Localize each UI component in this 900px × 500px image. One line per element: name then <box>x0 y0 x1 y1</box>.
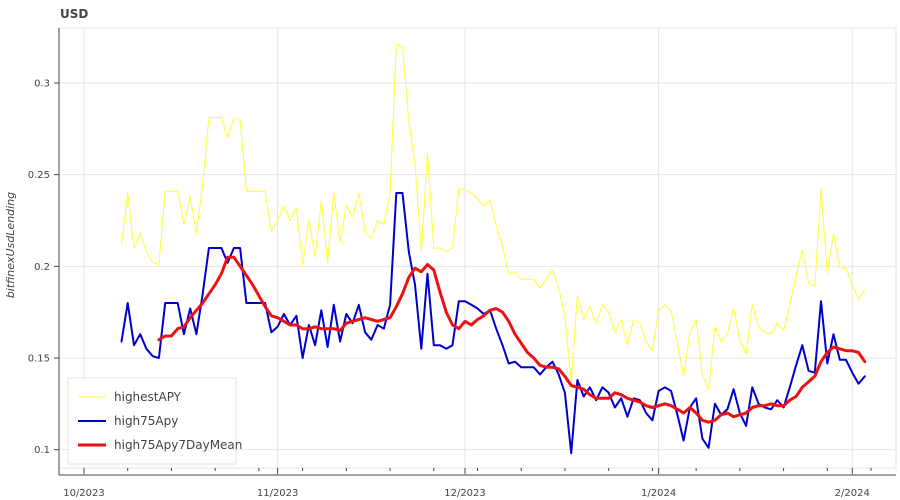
series-line-high75Apy7DayMean <box>157 255 867 424</box>
legend-label-highestAPY: highestAPY <box>114 390 182 404</box>
legend: highestAPY high75Apy high75Apy7DayMean <box>67 377 242 465</box>
y-tick-label: 0.15 <box>28 354 50 365</box>
x-tick-label: 10/2023 <box>63 488 105 499</box>
series-line-highestAPY <box>121 44 866 390</box>
chart-title: USD <box>60 7 89 21</box>
x-tick-label: 1/2024 <box>641 488 676 499</box>
series-layer <box>120 44 867 455</box>
y-tick-label: 0.1 <box>34 445 50 456</box>
x-tick-label: 11/2023 <box>257 488 299 499</box>
x-tick-label: 12/2023 <box>444 488 486 499</box>
y-tick-label: 0.25 <box>28 170 50 181</box>
legend-label-high75Apy7DayMean: high75Apy7DayMean <box>114 438 242 452</box>
y-tick-label: 0.2 <box>34 262 50 273</box>
legend-label-high75Apy: high75Apy <box>114 414 178 428</box>
y-axis-label: bitfinexUsdLending <box>4 192 17 298</box>
axes: 0.1 0.15 0.2 0.25 0.3 10/2023 11/2023 12/2023 1/… <box>28 28 896 499</box>
x-tick-label: 2/2024 <box>835 488 870 499</box>
y-tick-label: 0.3 <box>34 79 50 90</box>
